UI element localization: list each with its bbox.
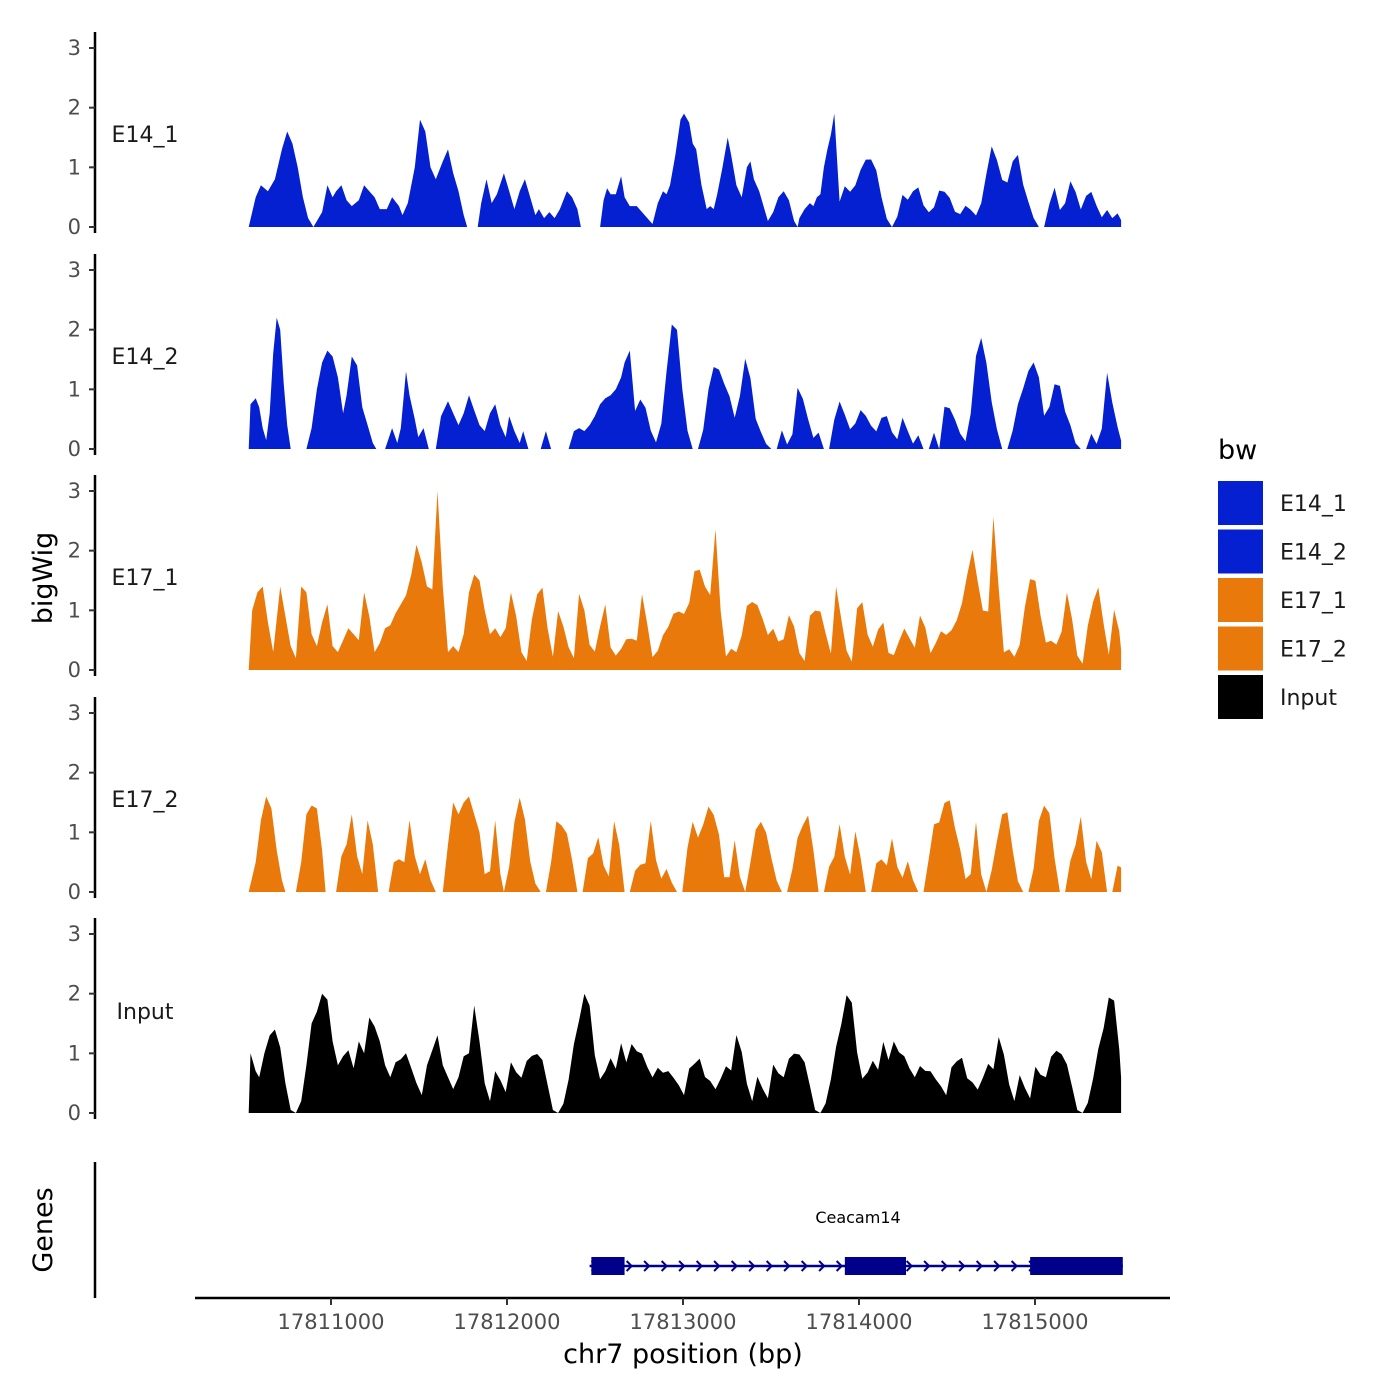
x-tick-label: 17812000: [454, 1310, 561, 1334]
gene-strand-arrow: [923, 1260, 931, 1272]
legend-title: bw: [1218, 435, 1257, 466]
legend-label: E17_1: [1280, 589, 1347, 614]
gene-exon: [591, 1257, 625, 1275]
track-label: E14_1: [112, 123, 179, 148]
tracks-group: 0 1 2 3 E14_1 0 1 2 3 E14_2 0 1 2 3 E17_1 0 1 2 3 E17_2 0 1 2 3…: [68, 32, 1122, 1125]
legend-key-E14_2: [1218, 529, 1263, 574]
gene-strand-arrow: [993, 1260, 1001, 1272]
y-tick-label: 3: [68, 922, 81, 946]
x-tick-label: 17814000: [806, 1310, 913, 1334]
y-tick-label: 2: [68, 982, 81, 1006]
gene-strand-arrow: [1010, 1260, 1019, 1272]
x-tick-label: 17815000: [982, 1310, 1089, 1334]
genes-axis-title: Genes: [28, 1187, 59, 1272]
gene-exon: [1030, 1257, 1123, 1275]
legend-label: E17_2: [1280, 638, 1347, 663]
gene-strand-arrow: [695, 1260, 704, 1272]
legend-key-Input: [1218, 675, 1263, 719]
gene-strand-arrow: [958, 1260, 966, 1272]
legend-label: E14_1: [1280, 492, 1347, 517]
signal-area-E17_2: [248, 796, 1122, 892]
genes-track: Ceacam14: [93, 1162, 1124, 1298]
y-tick-label: 0: [68, 437, 81, 461]
y-tick-label: 1: [68, 1041, 81, 1065]
track-label: Input: [117, 1000, 174, 1025]
x-tick-label: 17811000: [278, 1310, 385, 1334]
y-tick-label: 2: [68, 96, 81, 120]
track-label: E17_2: [112, 788, 179, 813]
gene-strand-arrow: [975, 1260, 984, 1272]
y-tick-label: 2: [68, 761, 81, 785]
gene-strand-arrow: [730, 1260, 739, 1272]
track-label: E17_1: [112, 566, 179, 591]
y-tick-label: 0: [68, 658, 81, 682]
y-tick-label: 0: [68, 880, 81, 904]
y-tick-label: 1: [68, 820, 81, 844]
gene-strand-arrow: [765, 1260, 774, 1272]
gene-strand-arrow: [940, 1260, 949, 1272]
signal-area-Input: [248, 993, 1122, 1113]
y-tick-label: 1: [68, 377, 81, 401]
y-tick-label: 3: [68, 701, 81, 725]
gene-strand-arrow: [835, 1260, 844, 1272]
gene-strand-arrow: [625, 1260, 634, 1272]
track-label: E14_2: [112, 345, 179, 370]
track-E14_2: 0 1 2 3 E14_2: [68, 254, 1122, 461]
x-axis: 17811000 17812000 17813000 17814000 17815000: [195, 1296, 1170, 1334]
gene-strand-arrow: [713, 1260, 721, 1272]
x-tick-label: 17813000: [630, 1310, 737, 1334]
y-tick-label: 3: [68, 258, 81, 282]
legend: bw E14_1 E14_2 E17_1 E17_2 Input: [1218, 435, 1347, 719]
track-E17_1: 0 1 2 3 E17_1: [68, 475, 1122, 682]
gene-strand-arrow: [748, 1260, 756, 1272]
signal-area-E17_1: [248, 491, 1122, 670]
signal-area-E14_1: [248, 113, 1122, 227]
track-E17_2: 0 1 2 3 E17_2: [68, 697, 1122, 904]
y-tick-label: 2: [68, 318, 81, 342]
legend-key-E14_1: [1218, 481, 1263, 525]
gene-strand-arrow: [818, 1260, 826, 1272]
y-tick-label: 2: [68, 539, 81, 563]
track-Input: 0 1 2 3 Input: [68, 918, 1122, 1125]
gene-exon: [844, 1257, 907, 1275]
gene-strand-arrow: [905, 1260, 914, 1272]
legend-key-E17_1: [1218, 578, 1263, 622]
y-tick-label: 0: [68, 1101, 81, 1125]
y-axis-title: bigWig: [28, 532, 59, 625]
y-tick-label: 3: [68, 479, 81, 503]
gene-strand-arrow: [678, 1260, 686, 1272]
y-tick-label: 0: [68, 215, 81, 239]
y-tick-label: 1: [68, 155, 81, 179]
signal-area-E14_2: [248, 317, 1122, 449]
legend-key-E17_2: [1218, 626, 1263, 671]
x-axis-title: chr7 position (bp): [563, 1339, 803, 1370]
gene-strand-arrow: [800, 1260, 809, 1272]
gene-name-label: Ceacam14: [815, 1208, 900, 1227]
gene-strand-arrow: [660, 1260, 669, 1272]
y-tick-label: 1: [68, 598, 81, 622]
legend-label: E14_2: [1280, 541, 1347, 566]
y-tick-label: 3: [68, 36, 81, 60]
gene-strand-arrow: [783, 1260, 791, 1272]
gene-strand-arrow: [643, 1260, 651, 1272]
legend-label: Input: [1280, 686, 1337, 711]
track-E14_1: 0 1 2 3 E14_1: [68, 32, 1122, 239]
